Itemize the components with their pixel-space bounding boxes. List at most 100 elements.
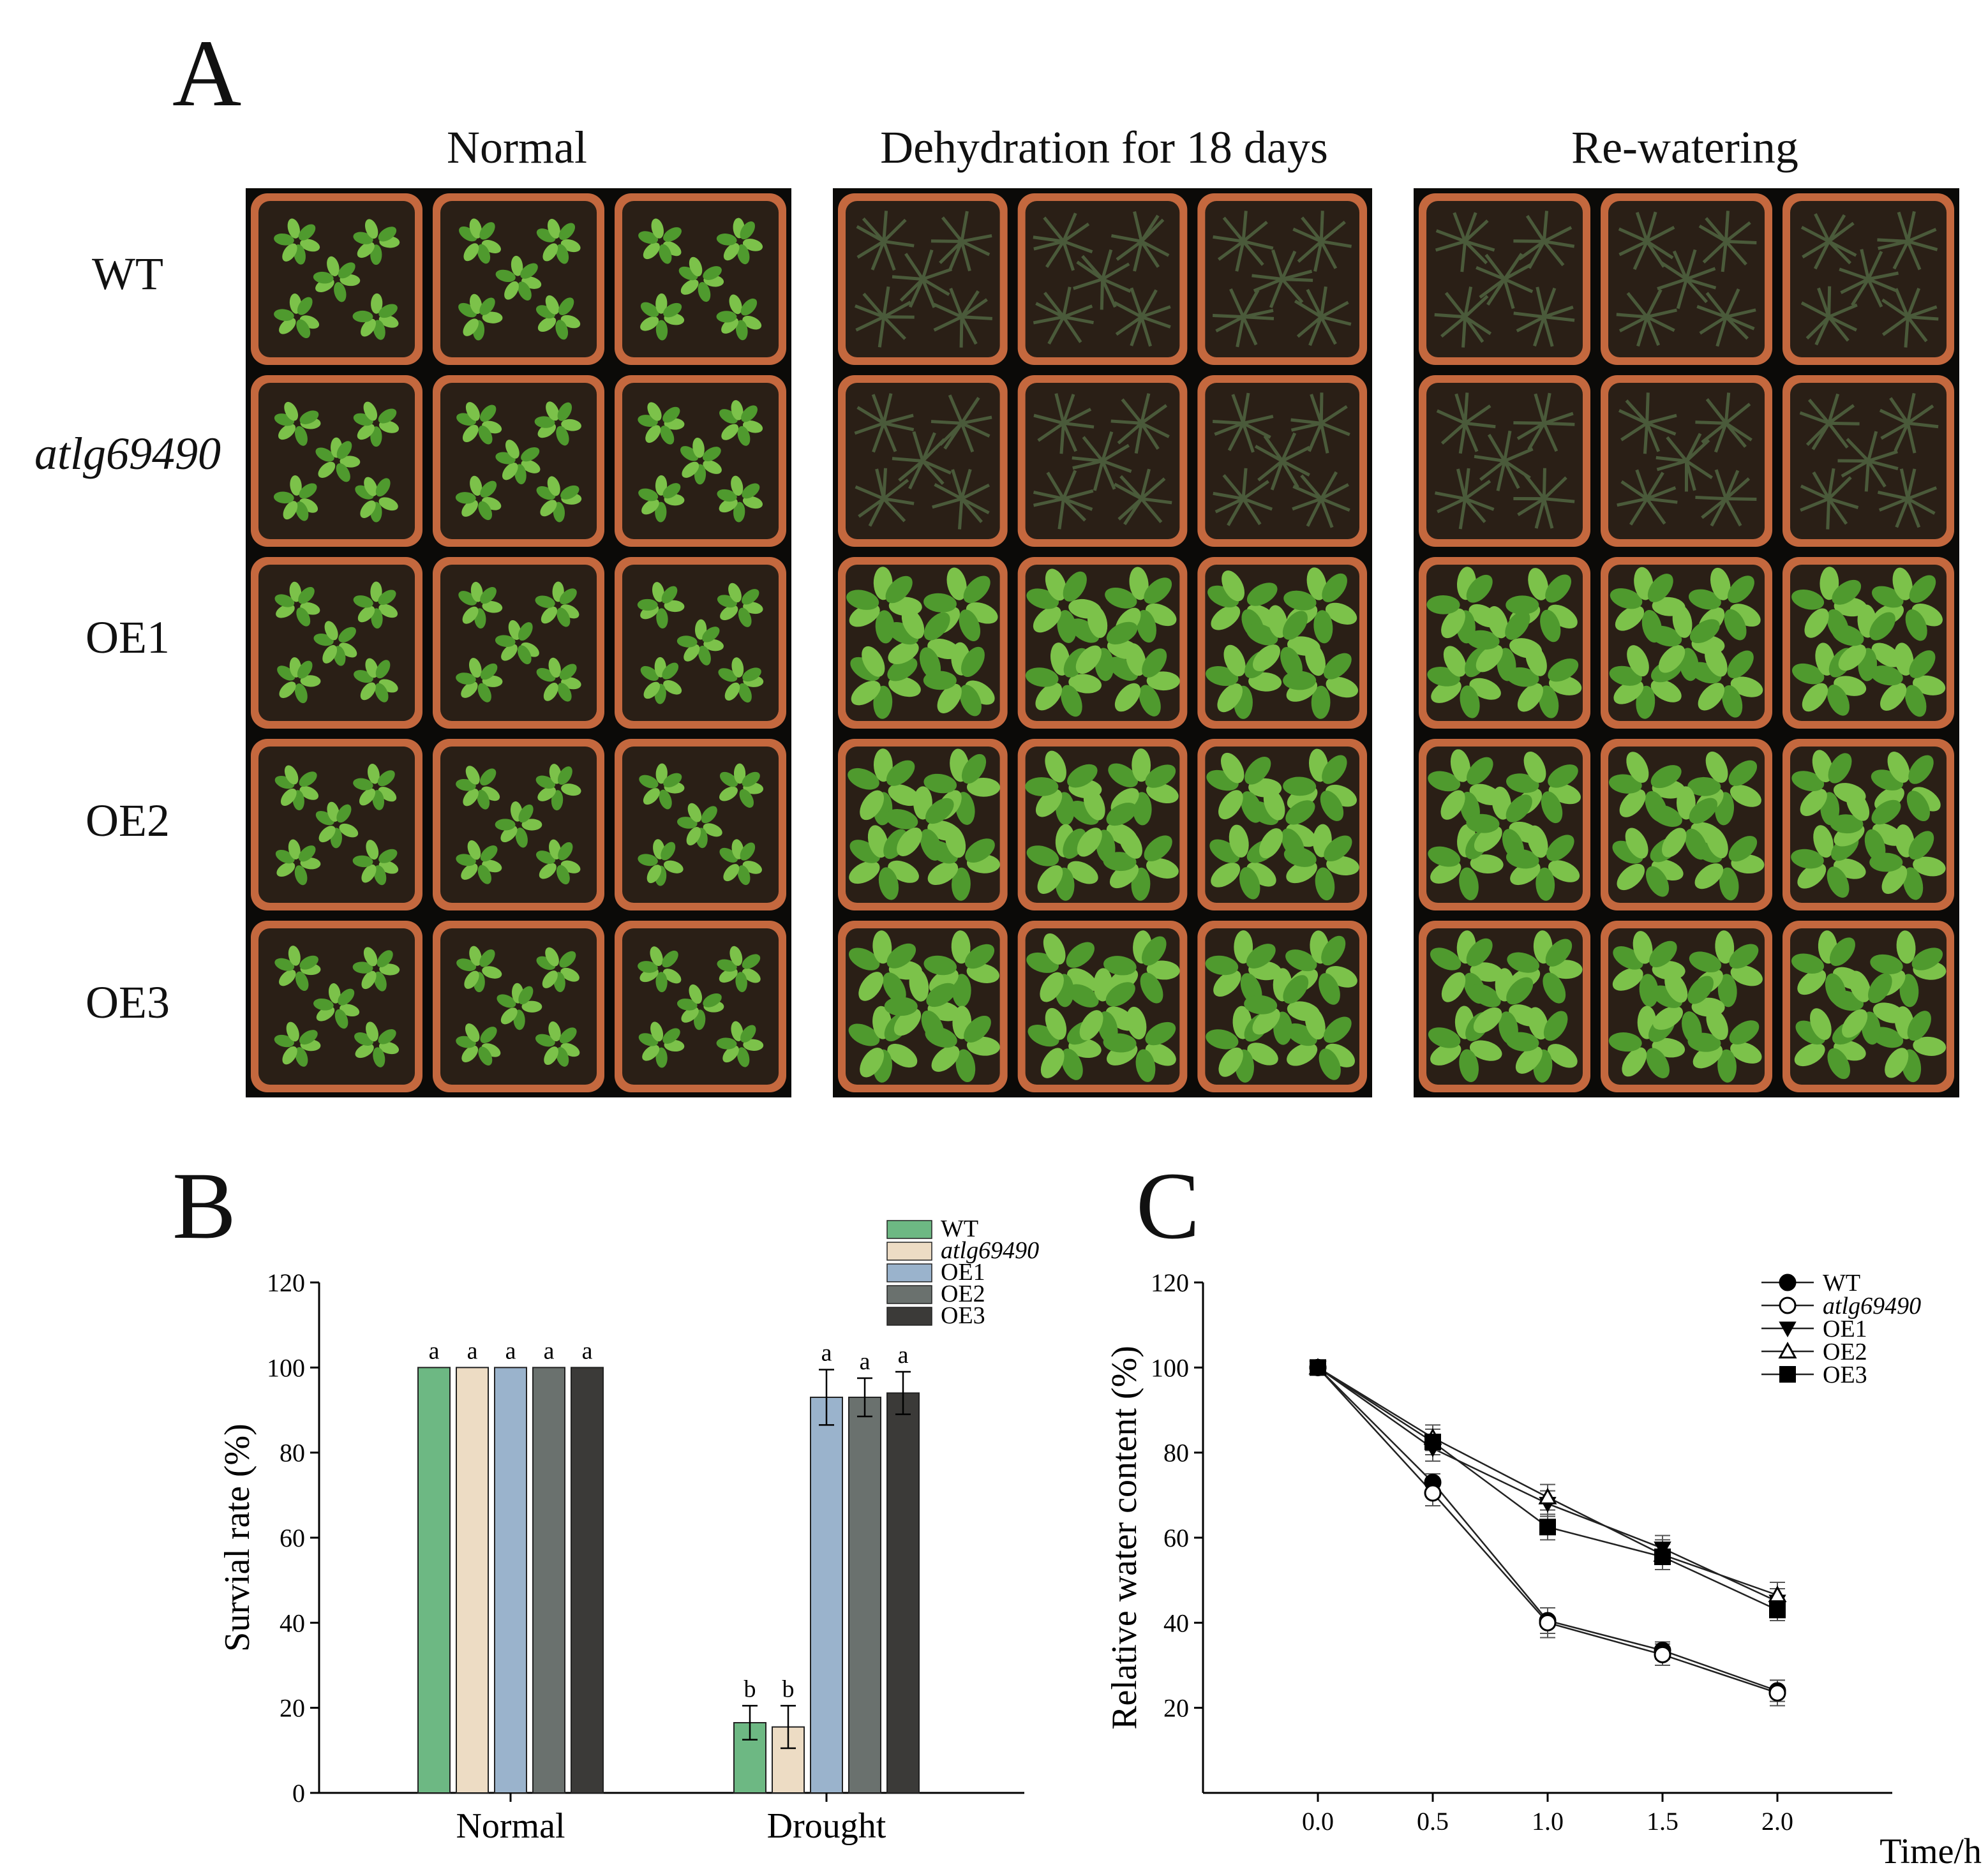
- significance-letter: b: [782, 1675, 795, 1702]
- leaf: [965, 838, 995, 863]
- leaf: [1619, 789, 1646, 817]
- wilted-leaf: [1867, 450, 1898, 463]
- wilted-leaf: [892, 457, 923, 463]
- leaf: [638, 854, 658, 866]
- leaf: [737, 244, 750, 265]
- wilted-leaf: [1241, 211, 1248, 242]
- wilted-leaf: [1534, 393, 1546, 424]
- leaf: [1140, 972, 1163, 1004]
- wilted-leaf: [1906, 422, 1917, 454]
- leaf: [378, 497, 398, 511]
- wilted-leaf: [1881, 315, 1909, 336]
- wilted-leaf: [1241, 316, 1258, 346]
- leaf: [521, 459, 541, 473]
- legend-swatch: [886, 1285, 932, 1304]
- leaf: [1105, 588, 1137, 609]
- legend-label: atlg69490: [1823, 1293, 1921, 1319]
- leaf: [1441, 972, 1466, 1002]
- leaf: [735, 972, 747, 992]
- legend-label: WT: [941, 1215, 978, 1242]
- pot-soil: [440, 383, 597, 539]
- x-tick-label: 2.0: [1761, 1807, 1793, 1836]
- leaf: [556, 865, 570, 885]
- wilted-leaf: [1320, 471, 1338, 500]
- leaf: [643, 681, 661, 699]
- wilted-leaf: [1062, 222, 1090, 243]
- wilted-leaf: [1685, 267, 1716, 281]
- leaf: [719, 771, 738, 787]
- leaf: [1066, 942, 1095, 968]
- wilted-leaf: [1807, 398, 1830, 424]
- leaf: [1491, 786, 1512, 820]
- leaf: [278, 424, 296, 440]
- leaf: [659, 244, 672, 264]
- leaf: [327, 256, 340, 276]
- wilted-leaf: [1320, 241, 1338, 269]
- leaf: [480, 1027, 497, 1043]
- leaf: [555, 320, 569, 340]
- leaf: [964, 1015, 991, 1043]
- wilted-leaf: [1456, 468, 1467, 500]
- leaf: [1509, 1004, 1541, 1027]
- leaf: [1719, 867, 1739, 901]
- y-tick-label: 20: [1163, 1694, 1189, 1723]
- wilted-leaf: [1828, 315, 1858, 332]
- point-OE2: [1768, 1585, 1787, 1603]
- leaf: [1105, 982, 1135, 1007]
- wilted-leaf: [856, 225, 885, 243]
- wilted-leaf: [1645, 316, 1661, 346]
- leaf: [1223, 644, 1246, 676]
- x-tick-label: 0.0: [1302, 1807, 1334, 1836]
- leaf: [1061, 1048, 1083, 1080]
- leaf: [1476, 644, 1503, 672]
- leaf: [1440, 790, 1465, 820]
- pot-soil: [622, 201, 779, 357]
- leaf: [888, 784, 920, 806]
- wilted-leaf: [1666, 436, 1688, 463]
- wilted-leaf: [1534, 498, 1546, 529]
- leaf: [286, 1021, 299, 1042]
- leaf: [1792, 663, 1825, 685]
- legend-marker: [1779, 1321, 1797, 1338]
- wilted-leaf: [1290, 421, 1322, 432]
- wilted-leaf: [1827, 422, 1849, 449]
- condition-title-dehydration: Dehydration for 18 days: [880, 122, 1328, 173]
- y-axis-label: Relative water content (%): [1105, 1346, 1144, 1730]
- point-OE3: [1539, 1519, 1556, 1536]
- wilted-leaf: [1503, 460, 1520, 489]
- wilted-leaf: [1826, 498, 1831, 530]
- leaf: [1913, 856, 1946, 877]
- leaf: [1498, 1011, 1518, 1044]
- wilted-leaf: [1906, 241, 1922, 271]
- wilted-leaf: [1618, 315, 1648, 332]
- wilted-leaf: [922, 438, 946, 463]
- legend-marker: [1779, 1296, 1797, 1314]
- wilted-leaf: [1701, 497, 1727, 519]
- leaf: [365, 658, 378, 678]
- wilted-leaf: [1724, 240, 1747, 266]
- pot-soil: [440, 201, 597, 357]
- leaf: [662, 1028, 680, 1044]
- wilted-leaf: [951, 469, 964, 500]
- wilted-leaf: [1320, 497, 1350, 512]
- leaf: [363, 401, 378, 421]
- leaf: [951, 930, 971, 964]
- wilted-leaf: [1724, 403, 1751, 425]
- wilted-leaf: [883, 301, 912, 318]
- wilted-leaf: [933, 315, 963, 332]
- leaf: [315, 447, 334, 462]
- leaf: [559, 951, 576, 968]
- wilted-leaf: [1646, 315, 1675, 332]
- leaf: [1612, 967, 1643, 991]
- pot-soil: [1426, 747, 1583, 903]
- leaf: [662, 662, 679, 680]
- leaf: [1129, 567, 1149, 600]
- wilted-leaf: [1656, 459, 1687, 472]
- leaf: [1469, 1040, 1502, 1061]
- wilted-leaf: [1659, 261, 1687, 281]
- leaf: [479, 222, 495, 240]
- wilted-leaf: [1906, 316, 1928, 343]
- leaf: [885, 809, 918, 829]
- leaf: [537, 786, 557, 801]
- wilted-leaf: [1827, 214, 1846, 242]
